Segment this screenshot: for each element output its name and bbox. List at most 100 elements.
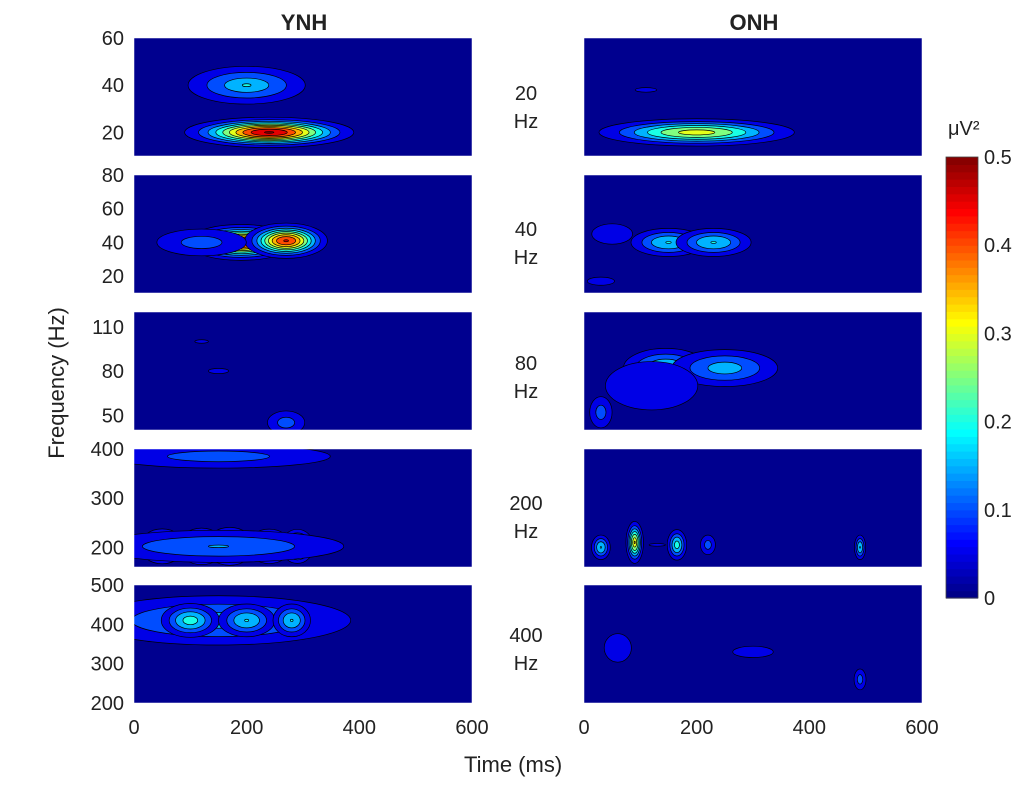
colorbar-swatch bbox=[946, 590, 978, 599]
colorbar-swatch bbox=[946, 517, 978, 526]
colorbar-swatch bbox=[946, 392, 978, 401]
colorbar-swatch bbox=[946, 215, 978, 224]
colorbar-swatch bbox=[946, 326, 978, 334]
panel-ynh-row-1 bbox=[133, 174, 473, 294]
colorbar-swatch bbox=[946, 451, 978, 459]
contour-level bbox=[634, 87, 658, 93]
panel-background bbox=[584, 175, 922, 293]
colorbar-swatch bbox=[946, 340, 978, 349]
y-tick-label: 300 bbox=[91, 654, 124, 676]
panel-frame bbox=[583, 584, 923, 704]
colorbar-swatch bbox=[946, 333, 978, 342]
y-tick-label: 110 bbox=[92, 317, 124, 339]
x-tick-label: 400 bbox=[343, 717, 376, 739]
colorbar-swatch bbox=[946, 186, 978, 195]
y-tick-label: 200 bbox=[91, 537, 124, 559]
colorbar-swatch bbox=[946, 539, 978, 548]
panel-frame bbox=[583, 37, 923, 157]
contour-level bbox=[707, 361, 743, 375]
contour-level bbox=[194, 339, 209, 344]
contour-level bbox=[605, 361, 699, 411]
colorbar-swatch bbox=[946, 531, 978, 540]
row-label-40hz: 40 Hz bbox=[513, 219, 539, 269]
colorbar-swatch bbox=[946, 377, 978, 386]
row-label-400hz: 400 Hz bbox=[509, 625, 543, 675]
colorbar-swatch bbox=[946, 546, 978, 555]
colorbar-swatch bbox=[946, 230, 978, 239]
contour-level bbox=[182, 615, 199, 626]
colorbar-swatch bbox=[946, 370, 978, 379]
x-tick-label: 400 bbox=[793, 717, 826, 739]
contour-level bbox=[710, 241, 717, 244]
column-title-ynh: YNH bbox=[280, 10, 328, 35]
y-tick-label: 40 bbox=[102, 232, 124, 254]
colorbar-swatch bbox=[946, 237, 978, 246]
panel-frame bbox=[583, 174, 923, 294]
panel-onh-row-3 bbox=[583, 448, 923, 568]
x-tick-label: 0 bbox=[128, 717, 139, 739]
contour-level bbox=[586, 276, 615, 286]
colorbar-swatch bbox=[946, 304, 978, 312]
panel-ynh-row-0 bbox=[133, 37, 473, 157]
colorbar-swatch bbox=[946, 553, 978, 562]
colorbar-swatch bbox=[946, 274, 978, 283]
colorbar-swatch bbox=[946, 259, 978, 268]
colorbar-swatch bbox=[946, 281, 978, 290]
colorbar-frame bbox=[945, 156, 979, 599]
y-tick-label: 500 bbox=[91, 575, 124, 597]
contour-level bbox=[665, 241, 672, 244]
colorbar-swatch bbox=[946, 252, 978, 261]
contour-level bbox=[859, 546, 861, 549]
contour-level bbox=[277, 416, 295, 429]
x-axis-title: Time (ms) bbox=[464, 752, 563, 777]
x-tick-label: 600 bbox=[455, 717, 488, 739]
colorbar-swatch bbox=[946, 509, 978, 518]
panel-onh-row-0 bbox=[583, 37, 923, 157]
colorbar-swatch bbox=[946, 193, 978, 202]
colorbar-swatch bbox=[946, 208, 978, 217]
column-title-onh: ONH bbox=[729, 10, 779, 35]
panel-frame bbox=[583, 311, 923, 431]
panel-onh-row-2 bbox=[583, 311, 923, 431]
colorbar-swatch bbox=[946, 201, 978, 210]
colorbar-swatch bbox=[946, 473, 978, 481]
contour-level bbox=[648, 543, 666, 547]
colorbar-tick-label: 0 bbox=[984, 588, 995, 610]
colorbar-swatch bbox=[946, 568, 978, 577]
colorbar-swatch bbox=[946, 465, 978, 474]
panel-background bbox=[584, 585, 922, 703]
colorbar-swatch bbox=[946, 495, 978, 504]
x-tick-label: 200 bbox=[230, 717, 263, 739]
colorbar-swatch bbox=[946, 406, 978, 415]
colorbar-swatch bbox=[946, 487, 978, 496]
colorbar-swatch bbox=[946, 311, 978, 320]
colorbar-swatch bbox=[946, 480, 978, 489]
contour-level bbox=[674, 540, 680, 550]
row-label-200hz: 200 Hz bbox=[509, 493, 543, 543]
colorbar-swatch bbox=[946, 157, 978, 165]
y-tick-label: 20 bbox=[102, 266, 124, 288]
y-tick-label: 20 bbox=[102, 122, 124, 144]
colorbar-swatch bbox=[946, 296, 978, 305]
x-tick-label: 200 bbox=[680, 717, 713, 739]
x-tick-label: 600 bbox=[905, 717, 938, 739]
contour-level bbox=[603, 633, 632, 663]
contour-level bbox=[283, 239, 289, 243]
y-tick-label: 50 bbox=[102, 405, 124, 427]
panel-frame bbox=[133, 37, 473, 157]
contour-level bbox=[633, 540, 636, 545]
x-tick-label: 0 bbox=[578, 717, 589, 739]
colorbar-swatch bbox=[946, 583, 978, 592]
contour-level bbox=[704, 540, 712, 550]
y-tick-label: 400 bbox=[91, 439, 124, 461]
colorbar-swatch bbox=[946, 575, 978, 584]
y-tick-label: 300 bbox=[91, 488, 124, 510]
colorbar-swatch bbox=[946, 399, 978, 408]
panel-frame bbox=[133, 584, 473, 704]
colorbar-tick-label: 0.4 bbox=[984, 235, 1012, 257]
contour-level bbox=[244, 618, 250, 622]
colorbar-swatch bbox=[946, 502, 978, 511]
colorbar-swatch bbox=[946, 414, 978, 423]
